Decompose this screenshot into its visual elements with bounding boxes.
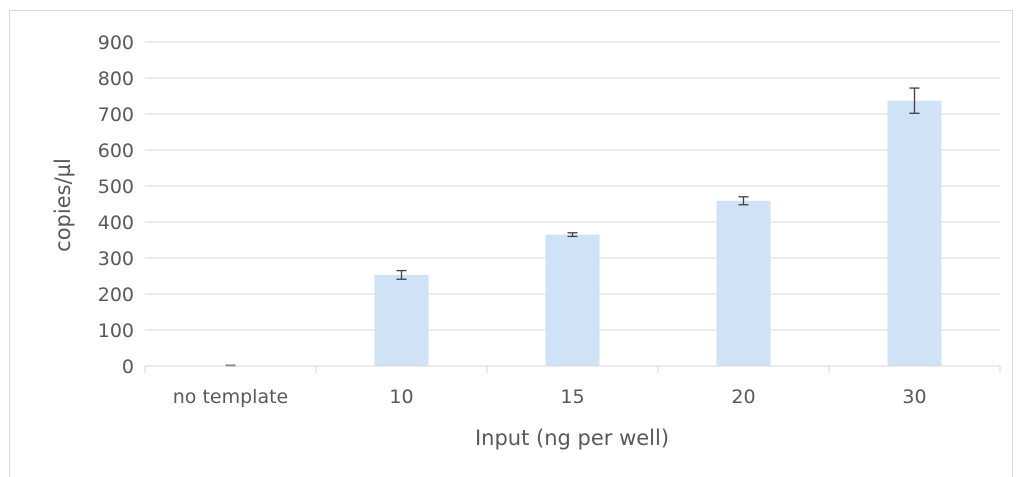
y-tick-label: 500	[98, 176, 134, 198]
x-axis-ticks: no template 10 15 20 30	[173, 386, 927, 408]
error-bar	[738, 196, 749, 206]
error-bar	[567, 232, 578, 238]
bars	[203, 100, 942, 367]
y-axis-title: copies/µl	[51, 158, 75, 252]
y-tick-label: 800	[98, 68, 134, 90]
error-bar	[396, 269, 407, 280]
y-tick-label: 700	[98, 104, 134, 126]
chart-frame	[9, 10, 1013, 477]
error-bar	[909, 87, 920, 114]
bar	[716, 200, 771, 366]
x-tick-label: 20	[731, 386, 755, 408]
y-tick-label: 600	[98, 140, 134, 162]
bar	[545, 234, 600, 366]
bar	[887, 100, 942, 367]
y-axis-ticks: 0 100 200 300 400 500 600 700 800 900	[98, 32, 134, 378]
gridlines	[145, 41, 1000, 331]
y-tick-label: 0	[122, 356, 134, 378]
x-tick-label: 15	[560, 386, 584, 408]
y-tick-label: 900	[98, 32, 134, 54]
x-tick-label: no template	[173, 386, 288, 408]
y-tick-label: 400	[98, 212, 134, 234]
x-tick-label: 30	[902, 386, 926, 408]
y-tick-label: 200	[98, 284, 134, 306]
bar	[374, 274, 429, 366]
x-axis	[144, 365, 1001, 373]
y-tick-label: 300	[98, 248, 134, 270]
y-tick-label: 100	[98, 320, 134, 342]
x-axis-title: Input (ng per well)	[475, 426, 669, 450]
x-tick-label: 10	[389, 386, 413, 408]
